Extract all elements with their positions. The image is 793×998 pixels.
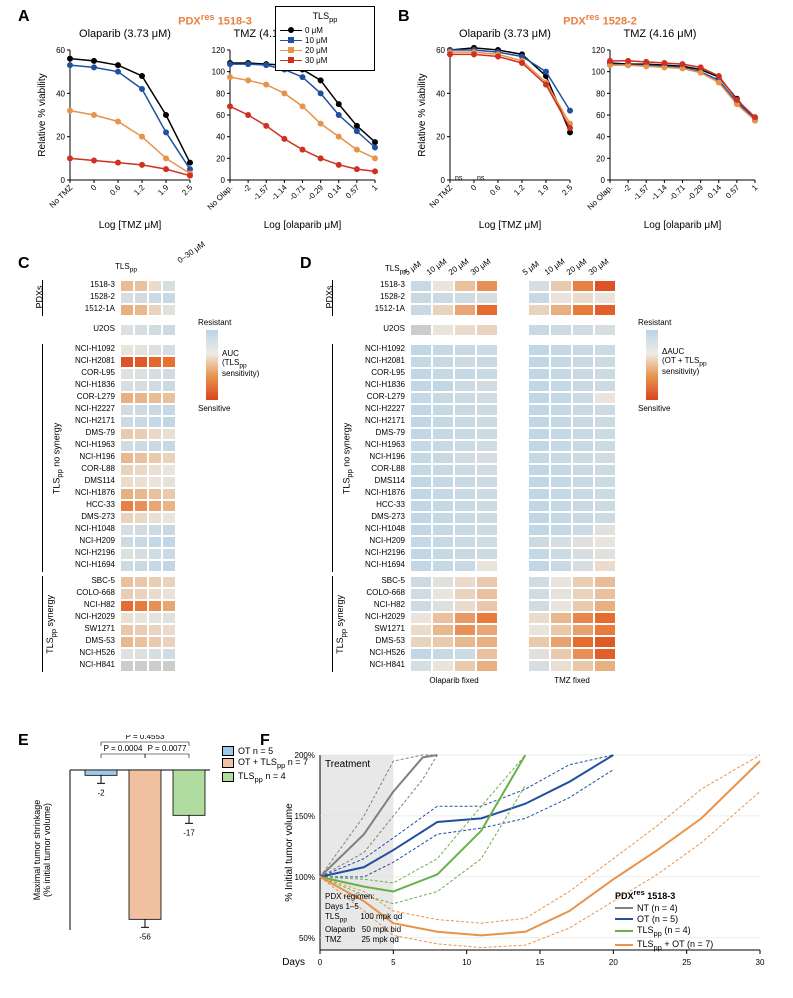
svg-text:0.6: 0.6 — [108, 183, 123, 198]
svg-text:No Olap.: No Olap. — [206, 183, 235, 212]
svg-text:25: 25 — [682, 958, 691, 967]
svg-text:-0.71: -0.71 — [668, 183, 688, 203]
svg-text:0: 0 — [441, 176, 446, 185]
svg-text:Log [olaparib μM]: Log [olaparib μM] — [264, 220, 342, 230]
svg-text:120: 120 — [212, 46, 226, 55]
svg-text:40: 40 — [56, 89, 65, 98]
svg-text:80: 80 — [596, 89, 605, 98]
svg-text:40: 40 — [436, 89, 445, 98]
svg-text:20: 20 — [436, 133, 445, 142]
svg-text:P = 0.0077: P = 0.0077 — [148, 744, 187, 753]
svg-text:150%: 150% — [295, 812, 315, 821]
svg-text:P = 0.0004: P = 0.0004 — [104, 744, 143, 753]
svg-text:1.9: 1.9 — [156, 183, 171, 198]
svg-text:Days: Days — [282, 957, 305, 968]
svg-text:0.14: 0.14 — [326, 183, 344, 201]
tumor-shrinkage-bars: -2 -56 -17 Maximal tumor shrinkage(% initia… — [25, 735, 225, 955]
svg-text:0: 0 — [89, 183, 99, 193]
svg-text:0: 0 — [469, 183, 479, 193]
svg-text:-0.71: -0.71 — [288, 183, 308, 203]
svg-text:200%: 200% — [295, 751, 315, 760]
svg-text:30: 30 — [756, 958, 765, 967]
svg-text:1.2: 1.2 — [132, 183, 147, 198]
svg-text:10: 10 — [462, 958, 471, 967]
svg-text:20: 20 — [216, 154, 225, 163]
svg-text:0: 0 — [318, 958, 323, 967]
svg-text:-1.14: -1.14 — [650, 183, 670, 203]
svg-text:1: 1 — [750, 183, 760, 193]
svg-text:20: 20 — [56, 133, 65, 142]
svg-text:20: 20 — [609, 958, 618, 967]
svg-text:-2: -2 — [241, 183, 253, 195]
svg-text:0: 0 — [61, 176, 66, 185]
svg-text:-1.57: -1.57 — [631, 183, 651, 203]
svg-text:-0.29: -0.29 — [686, 183, 706, 203]
svg-text:(% initial tumor volume): (% initial tumor volume) — [42, 803, 52, 897]
tumor-volume-chart: Treatment 50% 100% 150% 200% 0 5 10 15 20 25 30 Days… — [280, 745, 780, 990]
svg-text:60: 60 — [216, 111, 225, 120]
svg-text:40: 40 — [596, 133, 605, 142]
svg-text:Treatment: Treatment — [325, 759, 370, 770]
svg-text:% Initial tumor volume: % Initial tumor volume — [284, 803, 295, 902]
dose-chart: 0204060No TMZ00.61.21.92.5Relative % via… — [415, 40, 585, 230]
svg-text:-2: -2 — [97, 788, 105, 797]
svg-text:40: 40 — [216, 133, 225, 142]
svg-text:20: 20 — [596, 154, 605, 163]
svg-text:15: 15 — [536, 958, 545, 967]
svg-text:Maximal tumor shrinkage: Maximal tumor shrinkage — [32, 800, 42, 901]
svg-text:60: 60 — [596, 111, 605, 120]
svg-text:1.2: 1.2 — [512, 183, 527, 198]
svg-text:120: 120 — [592, 46, 606, 55]
svg-text:Log [TMZ μM]: Log [TMZ μM] — [479, 220, 542, 230]
svg-text:60: 60 — [436, 46, 445, 55]
svg-text:80: 80 — [216, 89, 225, 98]
svg-text:0.14: 0.14 — [706, 183, 724, 201]
svg-text:5: 5 — [391, 958, 396, 967]
svg-text:-17: -17 — [183, 828, 195, 837]
svg-text:-56: -56 — [139, 932, 151, 941]
dose-chart: 0 20 40 60 80 100 120 No Olap. -2-1.57-1.14-0.71… — [575, 40, 770, 230]
svg-text:-1.14: -1.14 — [270, 183, 290, 203]
svg-text:1: 1 — [370, 183, 380, 193]
svg-text:2.5: 2.5 — [180, 183, 195, 198]
dose-chart: 0204060No TMZ00.61.21.92.5Relative % via… — [35, 40, 205, 230]
svg-text:1.9: 1.9 — [536, 183, 551, 198]
svg-text:100: 100 — [592, 68, 606, 77]
svg-text:0: 0 — [221, 176, 226, 185]
svg-text:-0.29: -0.29 — [306, 183, 326, 203]
svg-text:Relative % viability: Relative % viability — [417, 73, 428, 156]
svg-text:0: 0 — [601, 176, 606, 185]
svg-text:No Olap.: No Olap. — [586, 183, 615, 212]
tlspp-legend: TLSpp0 μM10 μM20 μM30 μM — [275, 6, 375, 71]
svg-text:0.57: 0.57 — [344, 183, 362, 201]
svg-text:-1.57: -1.57 — [251, 183, 271, 203]
svg-text:Log [TMZ μM]: Log [TMZ μM] — [99, 220, 162, 230]
svg-text:-2: -2 — [621, 183, 633, 195]
svg-text:0.57: 0.57 — [724, 183, 742, 201]
svg-text:100: 100 — [212, 68, 226, 77]
svg-text:No TMZ: No TMZ — [428, 183, 455, 210]
svg-text:Log [olaparib μM]: Log [olaparib μM] — [644, 220, 722, 230]
svg-text:60: 60 — [56, 46, 65, 55]
svg-text:2.5: 2.5 — [560, 183, 575, 198]
svg-text:50%: 50% — [299, 934, 315, 943]
svg-text:No TMZ: No TMZ — [48, 183, 75, 210]
svg-text:0.6: 0.6 — [488, 183, 503, 198]
svg-text:100%: 100% — [295, 873, 315, 882]
svg-text:Relative % viability: Relative % viability — [37, 73, 48, 156]
svg-text:P = 0.4553: P = 0.4553 — [126, 735, 165, 741]
